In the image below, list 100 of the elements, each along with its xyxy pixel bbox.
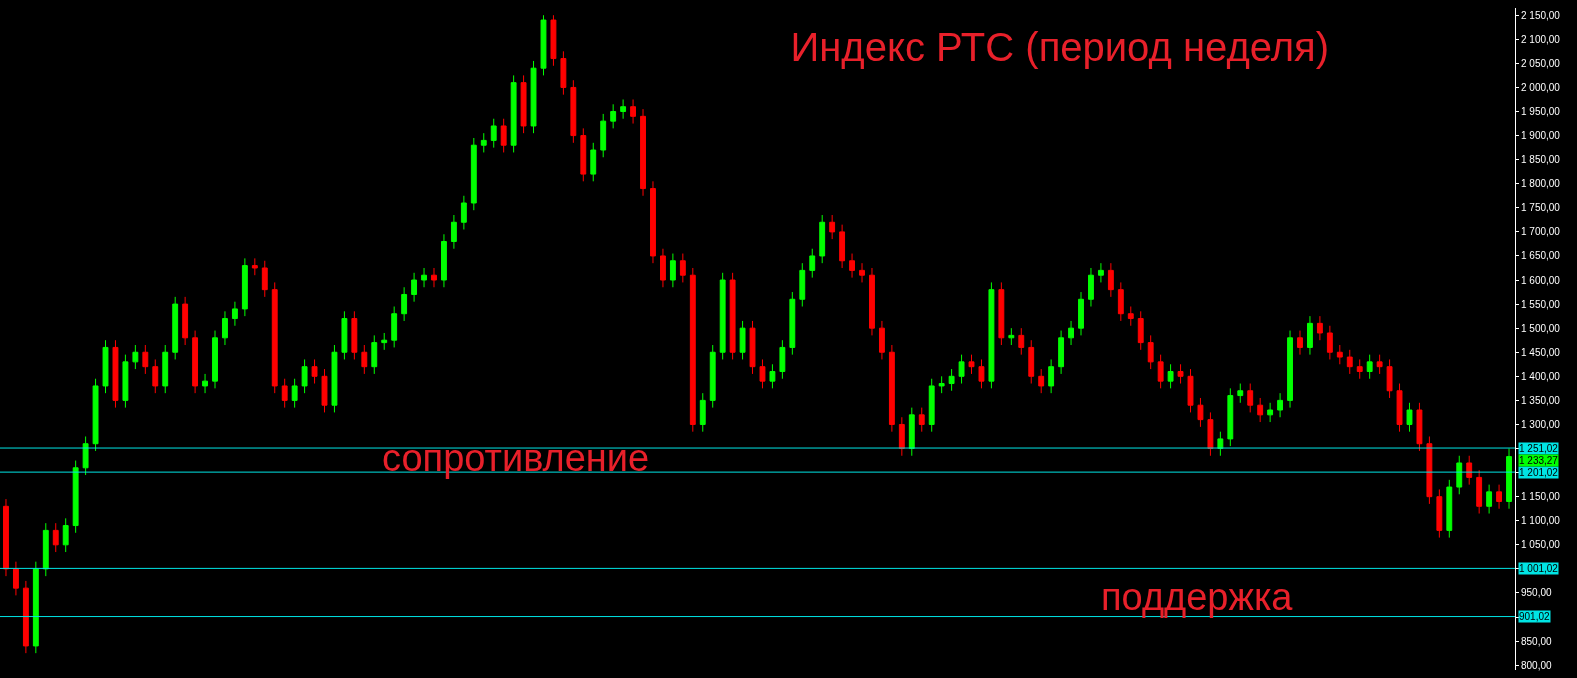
y-tick-label: 1 800,00	[1521, 178, 1561, 190]
candlestick	[1028, 339, 1035, 385]
candlestick	[1396, 383, 1403, 433]
candlestick	[1127, 306, 1134, 327]
candlestick	[520, 74, 527, 134]
y-tick-label: 1 700,00	[1521, 226, 1561, 238]
y-tick-label: 2 100,00	[1521, 33, 1561, 45]
y-tick-label: 2 150,00	[1521, 9, 1561, 21]
candlestick	[1048, 358, 1055, 394]
candlestick	[441, 233, 447, 288]
candlestick	[401, 286, 408, 322]
candlestick	[859, 262, 865, 283]
y-tick-label: 1 500,00	[1521, 322, 1561, 334]
candlestick	[152, 358, 159, 394]
ref-line-label: 1 201,02	[1519, 467, 1559, 478]
candlestick	[1316, 315, 1323, 341]
candlestick	[809, 248, 816, 279]
candlestick	[1167, 363, 1174, 389]
candlestick	[1436, 488, 1443, 539]
candlestick	[749, 320, 756, 375]
candlestick	[1247, 383, 1254, 413]
candlestick	[1476, 469, 1483, 515]
candlestick	[331, 344, 338, 413]
candlestick	[132, 344, 139, 370]
candlestick	[1097, 262, 1104, 283]
chart-title: Индекс РТС (период неделя)	[790, 25, 1329, 70]
y-tick-label: 1 950,00	[1521, 106, 1561, 118]
y-tick-label: 1 450,00	[1521, 346, 1561, 358]
candlestick	[650, 180, 656, 264]
candlestick	[92, 378, 99, 452]
candlestick	[42, 522, 49, 577]
ref-line-label: 1 251,02	[1519, 443, 1559, 454]
candlestick	[1356, 358, 1363, 380]
candlestick	[1257, 397, 1264, 423]
candlestick	[321, 368, 328, 413]
candlestick	[22, 580, 29, 654]
candlestick	[1486, 484, 1493, 515]
candlestick	[839, 224, 846, 269]
y-tick-label: 2 050,00	[1521, 57, 1561, 69]
candlestick	[271, 281, 278, 394]
candlestick	[1406, 402, 1413, 433]
candlestick	[560, 50, 567, 96]
candlestick	[261, 260, 268, 298]
candlestick	[241, 257, 248, 317]
candlestick	[162, 344, 169, 394]
candlestick	[1446, 479, 1453, 539]
candlestick	[1297, 330, 1303, 356]
candlestick	[480, 132, 487, 153]
candlestick	[1346, 349, 1353, 375]
y-tick-label: 1 750,00	[1521, 202, 1561, 214]
candlestick	[1117, 281, 1124, 322]
candlestick	[490, 118, 497, 149]
candlestick	[371, 334, 378, 375]
candlestick	[1336, 344, 1343, 365]
candlestick	[1107, 262, 1114, 298]
candlestick	[998, 281, 1005, 346]
candlestick	[1287, 330, 1293, 409]
candlestick	[878, 320, 885, 360]
candlestick	[739, 320, 746, 360]
candlestick	[888, 344, 895, 433]
ref-line-label: 1 001,02	[1519, 563, 1559, 574]
candlestick	[450, 214, 457, 250]
candlestick	[1058, 330, 1065, 375]
candlestick	[759, 358, 766, 389]
candlestick	[1416, 402, 1423, 452]
candlestick	[709, 344, 716, 409]
candlestick	[381, 332, 388, 351]
candlestick	[212, 330, 218, 389]
candlestick	[968, 354, 975, 375]
candlestick	[819, 214, 826, 264]
candlestick	[281, 378, 288, 409]
candlestick	[72, 460, 79, 534]
candlestick	[829, 214, 836, 240]
candlestick	[1496, 484, 1503, 510]
candlestick	[1227, 387, 1234, 447]
candlestick	[1506, 448, 1512, 510]
candlestick	[1187, 368, 1194, 413]
candlestick	[52, 522, 59, 553]
candlestick	[12, 561, 19, 596]
candlestick	[1207, 411, 1214, 457]
candlestick	[391, 306, 398, 348]
candlestick	[600, 113, 607, 158]
candlestick	[630, 98, 637, 125]
candlestick	[1018, 327, 1025, 356]
y-tick-label: 850,00	[1521, 635, 1553, 647]
candlestick	[421, 267, 427, 288]
y-tick-label: 1 900,00	[1521, 130, 1561, 142]
candlestick	[719, 272, 726, 360]
candlestick	[202, 373, 208, 394]
candlestick	[1326, 325, 1333, 360]
candlestick	[510, 74, 517, 153]
candlestick	[699, 392, 706, 433]
candlestick	[222, 310, 228, 346]
candlestick	[779, 339, 786, 380]
candlestick	[1147, 334, 1154, 370]
candlestick	[1197, 397, 1204, 428]
candlestick	[1008, 327, 1015, 346]
candlestick	[1157, 354, 1164, 389]
candlestick	[580, 127, 587, 182]
candlestick	[1177, 363, 1184, 385]
